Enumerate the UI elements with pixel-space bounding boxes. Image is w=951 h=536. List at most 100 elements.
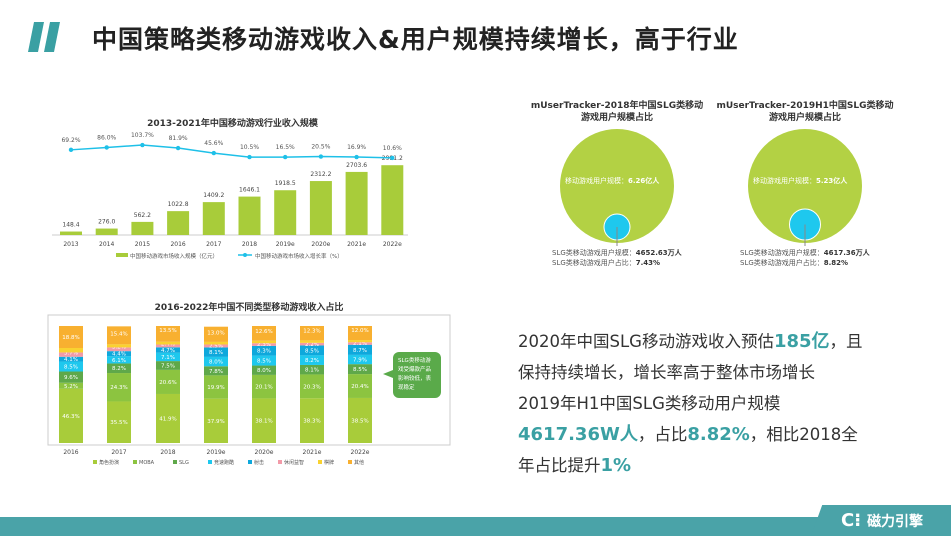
title-slash-icon <box>28 22 60 52</box>
growth-label: 16.9% <box>347 144 366 151</box>
x-tick-label: 2019e <box>276 241 295 248</box>
stacked-segment <box>107 351 131 357</box>
stacked-segment <box>252 355 276 366</box>
segment-label: 38.3% <box>303 419 320 425</box>
segment-label: 8.1% <box>209 350 223 356</box>
legend-label: MOBA <box>139 460 155 466</box>
x-tick-label: 2022e <box>351 449 370 456</box>
stacked-segment <box>252 326 276 341</box>
stacked-segment <box>204 375 228 399</box>
x-tick-label: 2021e <box>303 449 322 456</box>
growth-point <box>68 147 74 153</box>
legend-label: 角色扮演 <box>99 459 119 466</box>
stacked-segment <box>348 374 372 398</box>
segment-label: 4.1% <box>64 357 78 363</box>
chart-frame <box>47 314 451 446</box>
growth-point <box>104 145 109 150</box>
segment-label: 37.9% <box>207 419 224 425</box>
stacked-segment <box>252 365 276 375</box>
stacked-segment <box>107 363 131 374</box>
summary-text: ，相比2018全年占比提升 <box>518 425 858 475</box>
growth-point <box>390 155 395 161</box>
stacked-segment <box>107 347 131 352</box>
stacked-segment <box>348 397 372 443</box>
legend-swatch <box>348 460 352 464</box>
stacked-segment <box>252 374 276 399</box>
stacked-segment <box>107 356 131 364</box>
stacked-segment <box>59 352 83 357</box>
bar-value-label: 1646.1 <box>239 187 260 194</box>
segment-label: 8.5% <box>353 367 367 373</box>
stacked-segment <box>300 340 324 343</box>
user-bubble-chart <box>748 129 862 246</box>
growth-point <box>283 154 288 160</box>
segment-label: 9.6% <box>64 375 78 381</box>
stacked-segment <box>156 361 180 370</box>
revenue-bar <box>60 231 82 235</box>
segment-label: 2.5% <box>209 344 223 350</box>
stacked-segment <box>59 371 83 383</box>
stacked-segment <box>348 354 372 365</box>
summary-highlight: 4617.36W人 <box>518 424 638 445</box>
segment-label: 13.5% <box>159 328 176 334</box>
growth-label: 103.7% <box>131 132 154 139</box>
legend-swatch <box>278 460 282 464</box>
bar-value-label: 1918.5 <box>275 180 296 187</box>
stacked-segment <box>252 345 276 356</box>
legend-label: 休闲益智 <box>284 459 304 466</box>
revenue-bar <box>167 211 190 235</box>
segment-label: 8.5% <box>257 359 271 365</box>
segment-label: 8.2% <box>305 358 319 364</box>
label: 移动游戏用户规模： <box>565 177 628 185</box>
bar-value-label: 2703.6 <box>346 162 367 169</box>
segment-label: 20.4% <box>351 384 368 390</box>
x-tick-label: 2022e <box>383 241 402 248</box>
page-title: 中国策略类移动游戏收入&用户规模持续增长，高于行业 <box>92 25 739 54</box>
legend-label: 中国移动游戏市场收入规模（亿元） <box>130 252 218 260</box>
value: 4652.63万人 <box>635 249 682 257</box>
label: SLG类移动游戏用户规模： <box>552 249 636 257</box>
legend-swatch <box>248 460 252 464</box>
summary-text: 2020年中国SLG移动游戏收入预估 <box>518 332 774 351</box>
growth-point <box>318 154 324 159</box>
legend-swatch <box>173 460 177 464</box>
stacked-segment <box>300 374 324 399</box>
slg-users-label: SLG类移动游戏用户规模：4617.36万人 SLG类移动游戏用户占比：8.82% <box>740 248 870 268</box>
stacked-segment <box>204 356 228 367</box>
legend-label: SLG <box>179 460 189 466</box>
bar-value-label: 276.0 <box>98 219 115 226</box>
stacked-segment <box>59 361 83 372</box>
label: SLG类移动游戏用户占比： <box>740 259 824 267</box>
brand-name: 磁力引擎 <box>867 513 924 530</box>
slg-callout: SLG类移动游戏受爆款产品影响较低，表现稳定 <box>383 352 441 398</box>
x-tick-label: 2015 <box>135 241 150 248</box>
segment-label: 38.5% <box>351 418 368 424</box>
growth-label: 16.5% <box>276 144 295 151</box>
growth-point <box>354 154 359 160</box>
segment-label: 24.3% <box>110 385 127 391</box>
segment-label: 8.0% <box>257 368 271 374</box>
legend-label: 中国移动游戏市场收入增长率（%） <box>255 252 343 260</box>
summary-highlight: 185亿 <box>773 331 830 352</box>
x-tick-label: 2020e <box>255 449 274 456</box>
segment-label: 2.1% <box>353 341 367 347</box>
total-users-circle <box>748 129 862 243</box>
legend-label: 棋牌 <box>324 459 334 466</box>
title-line: 游戏用户规模占比 <box>768 113 841 123</box>
legend-swatch <box>208 460 212 464</box>
legend-label: 其他 <box>354 459 364 466</box>
title-line: mUserTracker-2019H1中国SLG类移动 <box>716 101 894 111</box>
revenue-bar <box>131 221 154 235</box>
segment-label: 12.6% <box>255 329 272 335</box>
stacked-segment <box>59 356 83 362</box>
segment-label: 3.7% <box>64 351 78 357</box>
segment-label: 2.3% <box>257 342 271 348</box>
stacked-segment <box>156 369 180 394</box>
stacked-segment <box>156 352 180 362</box>
growth-label: 20.5% <box>311 144 330 151</box>
segment-label: 8.7% <box>353 348 367 354</box>
growth-label: 81.9% <box>169 135 188 142</box>
segment-label: 20.3% <box>303 384 320 390</box>
stacked-segment <box>156 326 180 342</box>
revenue-bar <box>381 165 404 235</box>
